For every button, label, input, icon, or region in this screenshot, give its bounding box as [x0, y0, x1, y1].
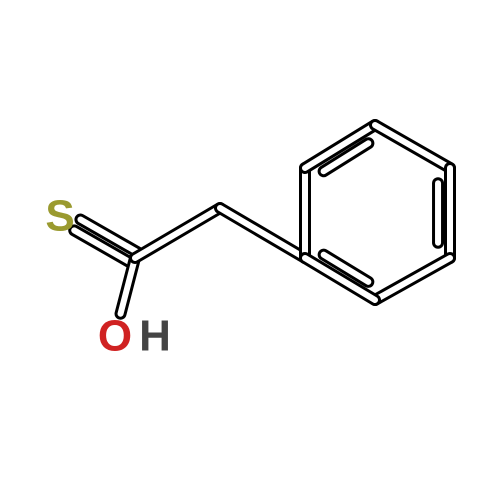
- atom-o: O: [98, 311, 132, 360]
- atom-s: S: [45, 191, 74, 240]
- atom-h: H: [139, 311, 171, 360]
- molecule-diagram: S OH: [0, 0, 500, 500]
